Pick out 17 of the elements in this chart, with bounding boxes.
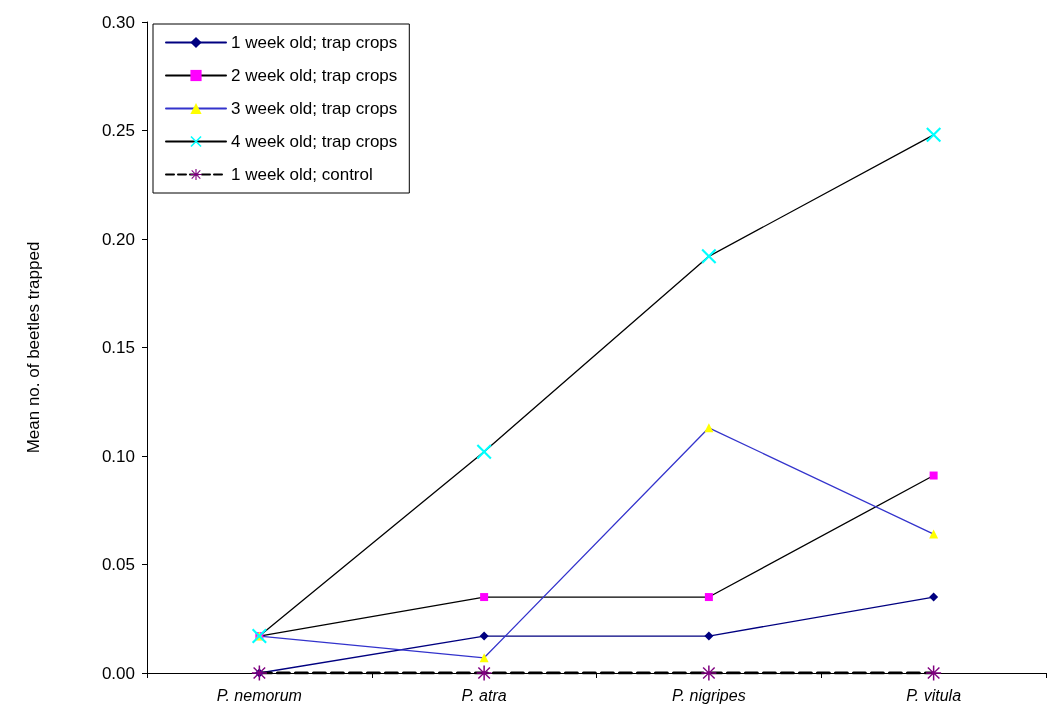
y-tick-label: 0.25 xyxy=(101,121,135,140)
legend-label: 3 week old; trap crops xyxy=(231,99,398,118)
legend-label: 4 week old; trap crops xyxy=(231,132,398,151)
y-tick-label: 0.15 xyxy=(101,338,135,357)
y-axis-title: Mean no. of beetles trapped xyxy=(24,241,43,454)
y-tick-label: 0.20 xyxy=(101,229,135,249)
legend-label: 1 week old; control xyxy=(231,165,373,184)
x-tick-label: P. nigripes xyxy=(672,686,746,704)
legend-label: 1 week old; trap crops xyxy=(231,33,398,52)
x-tick-label: P. vitula xyxy=(906,686,962,704)
legend-label: 2 week old; trap crops xyxy=(231,66,398,85)
y-tick-label: 0.05 xyxy=(101,555,135,574)
y-tick-label: 0.30 xyxy=(101,12,135,32)
x-tick-label: P. atra xyxy=(461,686,507,704)
y-tick-label: 0.00 xyxy=(101,663,135,683)
x-tick-label: P. nemorum xyxy=(216,686,302,704)
y-tick-label: 0.10 xyxy=(101,446,135,466)
